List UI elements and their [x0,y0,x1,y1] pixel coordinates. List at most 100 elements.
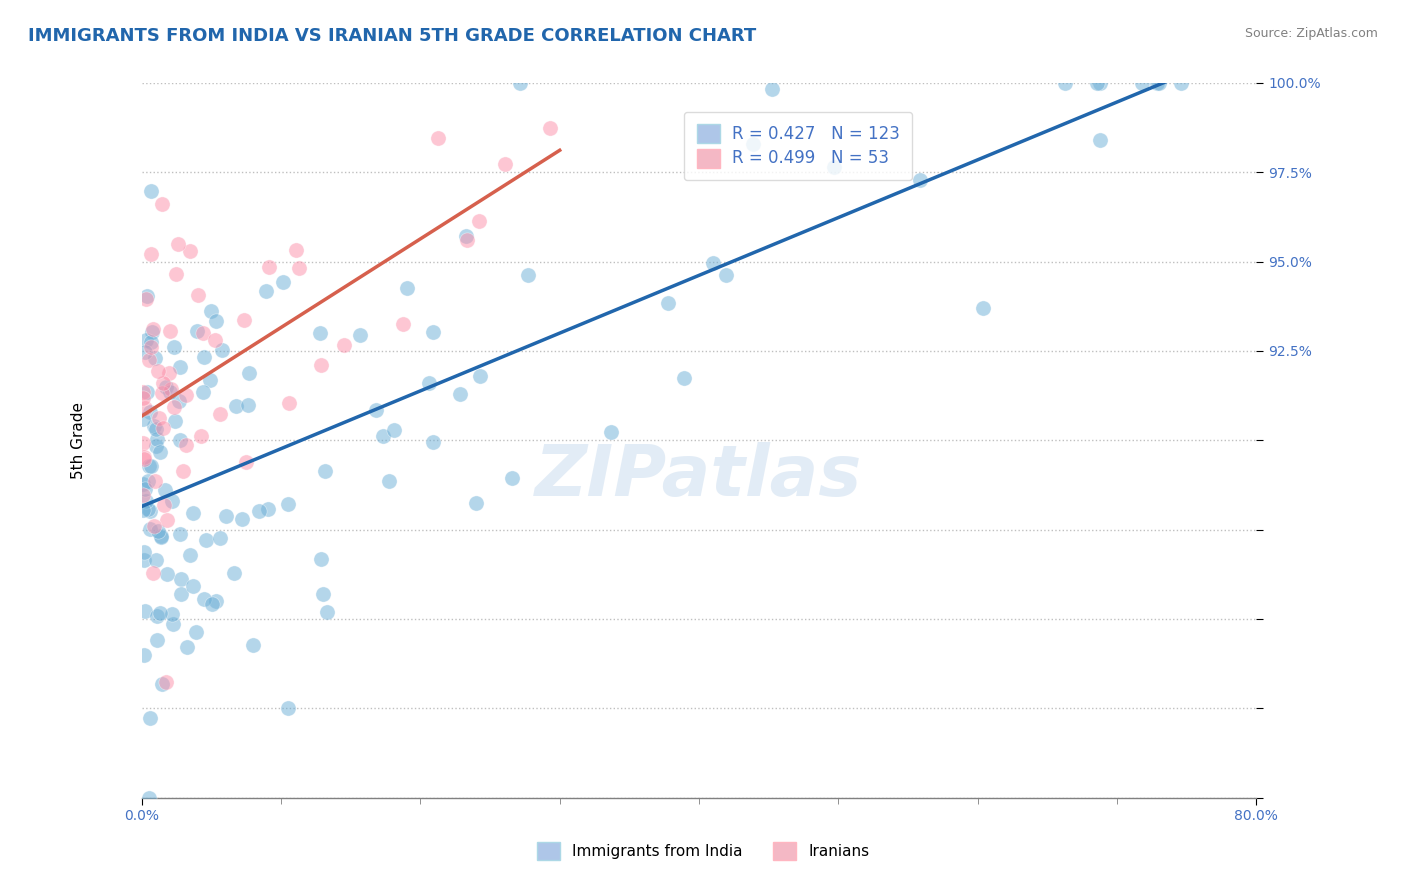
Immigrants from India [149,530,172,544]
Immigrants from India [201,597,224,611]
Immigrants from India [418,376,440,391]
Y-axis label: 5th Grade: 5th Grade [72,401,86,479]
Immigrants from India [156,566,179,581]
Iranians [172,464,194,478]
Immigrants from India [209,531,232,545]
Immigrants from India [910,173,932,187]
Iranians [146,364,169,378]
Iranians [284,243,307,257]
Iranians [141,247,163,261]
Iranians [132,488,155,502]
Iranians [132,391,155,405]
Iranians [257,260,280,274]
Immigrants from India [312,587,335,601]
Immigrants from India [139,184,162,198]
Immigrants from India [271,275,294,289]
Immigrants from India [162,617,184,632]
Immigrants from India [139,711,162,725]
Immigrants from India [1085,76,1108,90]
Immigrants from India [146,432,169,446]
Immigrants from India [373,429,395,443]
Immigrants from India [145,440,167,454]
Immigrants from India [193,384,215,399]
Iranians [159,324,181,338]
Immigrants from India [163,414,186,428]
Immigrants from India [155,380,177,394]
Immigrants from India [160,494,183,508]
Iranians [135,292,157,306]
Iranians [152,376,174,391]
Immigrants from India [132,412,155,426]
Immigrants from India [146,609,169,624]
Immigrants from India [149,444,172,458]
Immigrants from India [169,434,191,448]
Immigrants from India [193,350,215,364]
Immigrants from India [422,325,444,339]
Immigrants from India [215,508,238,523]
Immigrants from India [136,474,159,488]
Immigrants from India [145,553,167,567]
Iranians [288,260,311,275]
Immigrants from India [170,587,193,601]
Iranians [456,233,478,247]
Immigrants from India [742,137,765,152]
Immigrants from India [673,371,696,385]
Iranians [193,326,215,341]
Immigrants from India [225,399,247,413]
Iranians [494,157,516,171]
Immigrants from India [222,566,245,580]
Immigrants from India [254,284,277,298]
Immigrants from India [277,701,299,715]
Immigrants from India [132,503,155,517]
Immigrants from India [1088,76,1111,90]
Immigrants from India [136,289,159,303]
Immigrants from India [422,435,444,450]
Immigrants from India [146,633,169,648]
Immigrants from India [1132,76,1154,90]
Immigrants from India [139,522,162,536]
Immigrants from India [149,606,172,620]
Iranians [155,674,177,689]
Immigrants from India [181,579,204,593]
Immigrants from India [205,594,228,608]
Iranians [204,333,226,347]
Immigrants from India [134,482,156,496]
Iranians [150,196,173,211]
Immigrants from India [132,648,155,662]
Immigrants from India [247,504,270,518]
Immigrants from India [132,544,155,558]
Iranians [138,352,160,367]
Iranians [179,244,201,258]
Immigrants from India [200,304,222,318]
Immigrants from India [193,591,215,606]
Iranians [134,401,156,416]
Immigrants from India [364,403,387,417]
Immigrants from India [134,345,156,359]
Immigrants from India [139,504,162,518]
Immigrants from India [169,394,191,409]
Legend: Immigrants from India, Iranians: Immigrants from India, Iranians [530,836,876,866]
Immigrants from India [468,369,491,384]
Immigrants from India [1147,76,1170,90]
Immigrants from India [150,677,173,691]
Immigrants from India [465,496,488,510]
Iranians [538,121,561,136]
Iranians [174,438,197,452]
Immigrants from India [315,605,337,619]
Immigrants from India [159,384,181,399]
Immigrants from India [134,553,156,567]
Iranians [142,566,165,581]
Immigrants from India [169,359,191,374]
Iranians [174,388,197,402]
Iranians [142,322,165,336]
Iranians [132,452,155,467]
Immigrants from India [150,529,173,543]
Immigrants from India [145,422,167,436]
Iranians [152,498,174,512]
Immigrants from India [309,551,332,566]
Immigrants from India [139,458,162,473]
Immigrants from India [377,474,399,488]
Text: IMMIGRANTS FROM INDIA VS IRANIAN 5TH GRADE CORRELATION CHART: IMMIGRANTS FROM INDIA VS IRANIAN 5TH GRA… [28,27,756,45]
Immigrants from India [382,424,405,438]
Immigrants from India [972,301,994,315]
